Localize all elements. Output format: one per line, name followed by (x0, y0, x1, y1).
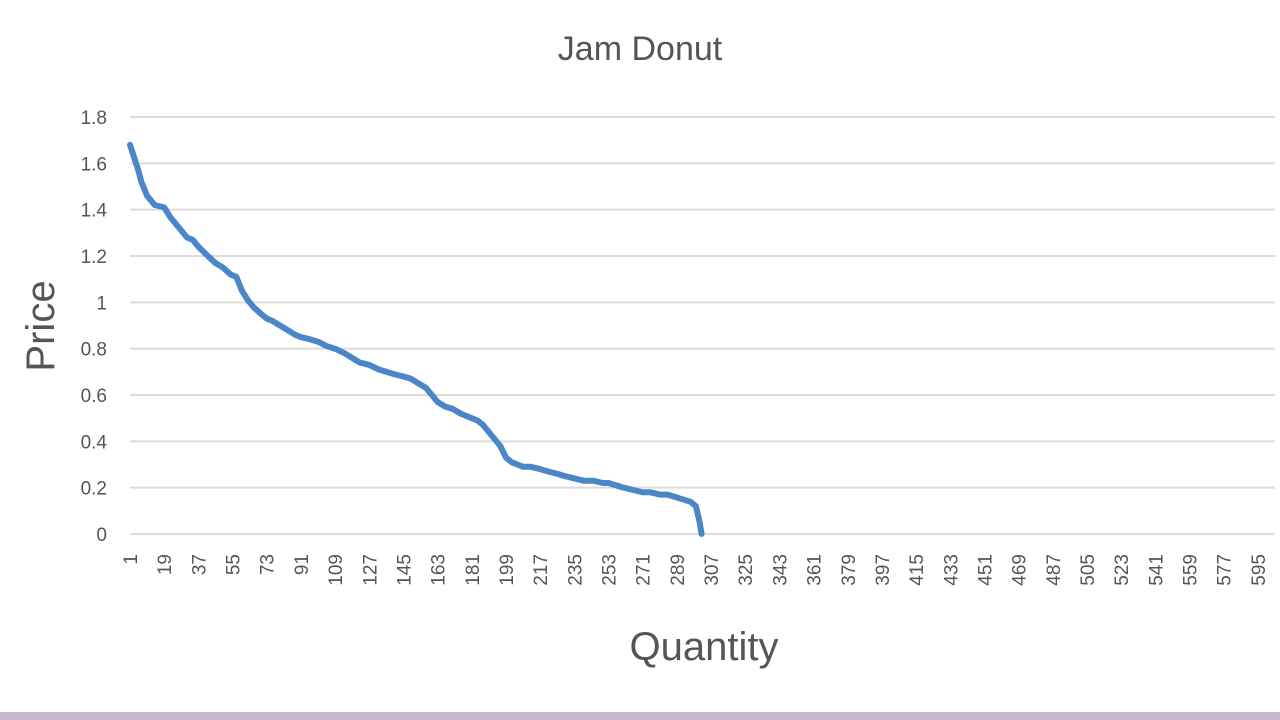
x-tick-label: 1 (121, 554, 142, 565)
x-tick-label: 469 (1010, 554, 1031, 586)
y-tick-label: 0.2 (81, 479, 107, 500)
x-tick-label: 325 (736, 554, 757, 586)
x-tick-label: 217 (531, 554, 552, 586)
y-tick-label: 1.6 (81, 154, 107, 175)
y-tick-label: 1 (96, 293, 107, 314)
x-tick-label: 37 (189, 554, 210, 575)
chart-title: Jam Donut (558, 30, 723, 68)
x-tick-label: 19 (155, 554, 176, 575)
y-tick-label: 1.2 (81, 247, 107, 268)
x-tick-label: 577 (1215, 554, 1236, 586)
x-tick-label: 595 (1249, 554, 1270, 586)
x-tick-label: 433 (941, 554, 962, 586)
y-tick-label: 0.4 (81, 432, 108, 453)
x-tick-label: 397 (873, 554, 894, 586)
x-tick-label: 541 (1146, 554, 1167, 586)
x-axis-title: Quantity (630, 625, 779, 669)
y-tick-label: 1.8 (81, 108, 107, 129)
x-tick-label: 163 (429, 554, 450, 586)
y-tick-label: 0.6 (81, 386, 107, 407)
window-bottom-border (0, 712, 1280, 720)
x-tick-label: 253 (600, 554, 621, 586)
x-tick-label: 271 (634, 554, 655, 586)
x-tick-label: 487 (1044, 554, 1065, 586)
y-tick-label: 0.8 (81, 340, 107, 361)
x-tick-label: 307 (702, 554, 723, 586)
y-tick-label: 0 (96, 525, 107, 546)
series-line-0 (127, 141, 705, 537)
y-axis-title: Price (19, 280, 63, 371)
gridlines (130, 116, 1275, 535)
x-tick-label: 451 (975, 554, 996, 586)
x-tick-label: 361 (805, 554, 826, 586)
x-tick-label: 109 (326, 554, 347, 586)
x-tick-label: 559 (1181, 554, 1202, 586)
x-tick-label: 523 (1112, 554, 1133, 586)
x-tick-label: 73 (258, 554, 279, 575)
y-axis-ticks: 0 0.2 0.4 0.6 0.8 1 1.2 1.4 1.6 1.8 (81, 108, 108, 546)
x-tick-label: 55 (224, 554, 245, 575)
x-tick-label: 91 (292, 554, 313, 575)
x-tick-label: 379 (839, 554, 860, 586)
x-tick-label: 505 (1078, 554, 1099, 586)
x-tick-label: 145 (394, 554, 415, 586)
x-tick-label: 289 (668, 554, 689, 586)
y-tick-label: 1.4 (81, 201, 108, 222)
x-tick-label: 181 (463, 554, 484, 586)
x-tick-label: 415 (907, 554, 928, 586)
x-tick-label: 199 (497, 554, 518, 586)
series-layer (127, 141, 705, 537)
x-tick-label: 127 (360, 554, 381, 586)
x-tick-label: 343 (770, 554, 791, 586)
x-tick-label: 235 (565, 554, 586, 586)
x-axis-ticks: 1 19 37 55 73 91 109 127 145 163 181 199 217 235 253 27… (121, 554, 1270, 586)
